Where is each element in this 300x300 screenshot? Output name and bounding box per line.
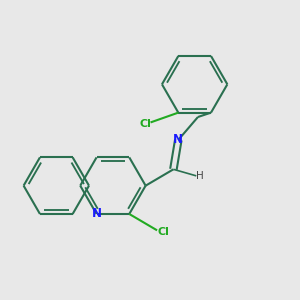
Text: Cl: Cl <box>158 227 170 237</box>
Text: N: N <box>173 134 183 146</box>
Text: H: H <box>196 171 204 181</box>
Text: N: N <box>92 208 102 220</box>
Text: Cl: Cl <box>139 119 151 129</box>
